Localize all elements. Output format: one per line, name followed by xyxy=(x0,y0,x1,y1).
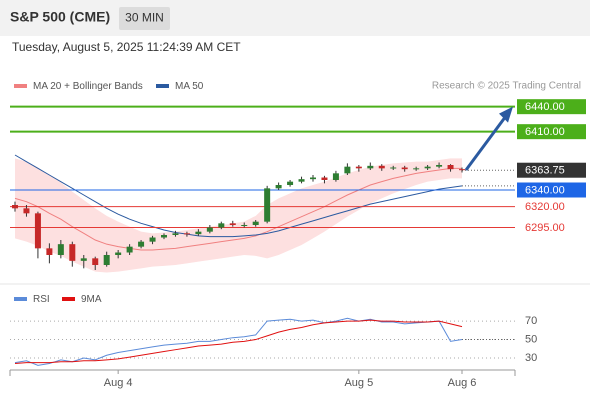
candle-body xyxy=(413,168,420,170)
rsi-tick-label: 30 xyxy=(525,352,537,364)
rsi-tick-label: 50 xyxy=(525,333,537,345)
candle-body xyxy=(447,165,454,170)
candle-body xyxy=(424,166,431,169)
legend-swatch xyxy=(14,297,27,301)
candle-body xyxy=(218,223,225,228)
candle-body xyxy=(275,185,282,189)
candle-body xyxy=(355,166,362,169)
legend-swatch xyxy=(62,297,75,301)
candle-body xyxy=(12,205,18,209)
level-box xyxy=(517,182,586,198)
candle-body xyxy=(92,258,99,265)
x-tick-label: Aug 4 xyxy=(104,377,133,389)
candle-body xyxy=(344,166,351,174)
candle-body xyxy=(183,233,190,235)
candle-body xyxy=(69,244,76,261)
candle-body xyxy=(332,173,339,180)
candle-body xyxy=(161,235,167,238)
rsi-tick-label: 70 xyxy=(525,315,537,327)
candle-body xyxy=(367,165,374,169)
interval-badge xyxy=(119,7,170,30)
target-arrow-head xyxy=(499,106,513,123)
legend-label: 9MA xyxy=(81,294,102,305)
header-bar xyxy=(0,0,590,36)
candle-body xyxy=(401,167,408,170)
candle-body xyxy=(390,167,397,169)
title: S&P 500 (CME) xyxy=(10,9,110,25)
level-label: 6440.00 xyxy=(525,101,565,113)
candle-body xyxy=(126,246,133,253)
credit: Research © 2025 Trading Central xyxy=(432,81,581,92)
legend-label: MA 20 + Bollinger Bands xyxy=(33,81,143,92)
candle-body xyxy=(229,223,236,225)
legend-swatch xyxy=(14,84,27,88)
level-label: 6295.00 xyxy=(525,222,565,234)
candle-body xyxy=(172,233,179,235)
level-box xyxy=(517,124,586,140)
candle-body xyxy=(436,165,443,167)
legend-label: MA 50 xyxy=(175,81,204,92)
candle-body xyxy=(252,221,259,225)
level-box xyxy=(517,162,586,178)
candle-body xyxy=(287,181,294,185)
candle-body xyxy=(206,227,213,232)
candle-body xyxy=(138,241,145,247)
legend-swatch xyxy=(156,84,169,88)
candle-body xyxy=(321,177,328,180)
level-label: 6410.00 xyxy=(525,126,565,138)
candle-body xyxy=(378,165,385,169)
x-tick-label: Aug 6 xyxy=(448,377,477,389)
candle-body xyxy=(103,255,110,265)
interval: 30 MIN xyxy=(125,11,164,25)
x-tick-label: Aug 5 xyxy=(344,377,373,389)
candle-body xyxy=(80,258,87,261)
candle-body xyxy=(241,225,248,226)
timestamp: Tuesday, August 5, 2025 11:24:39 AM CET xyxy=(12,40,241,54)
candle-body xyxy=(115,252,122,255)
level-label: 6340.00 xyxy=(525,184,565,196)
rsi-line xyxy=(14,317,463,366)
ma20-line xyxy=(14,167,462,251)
rsi-ma-line xyxy=(14,319,463,365)
candle-body xyxy=(459,169,465,171)
level-label: 6363.75 xyxy=(525,165,565,177)
bollinger-band xyxy=(15,158,462,273)
ma50-line xyxy=(14,154,463,238)
candle-body xyxy=(23,208,30,214)
candle-body xyxy=(46,248,53,255)
candle-body xyxy=(34,213,41,249)
level-label: 6320.00 xyxy=(525,201,565,213)
candle-body xyxy=(310,177,316,180)
level-box xyxy=(517,99,586,115)
candle-body xyxy=(298,179,305,182)
candle-body xyxy=(57,244,64,255)
candle-body xyxy=(195,231,202,235)
candle-body xyxy=(264,188,271,222)
target-arrow xyxy=(464,113,509,171)
legend-label: RSI xyxy=(33,294,50,305)
candle-body xyxy=(149,237,156,242)
